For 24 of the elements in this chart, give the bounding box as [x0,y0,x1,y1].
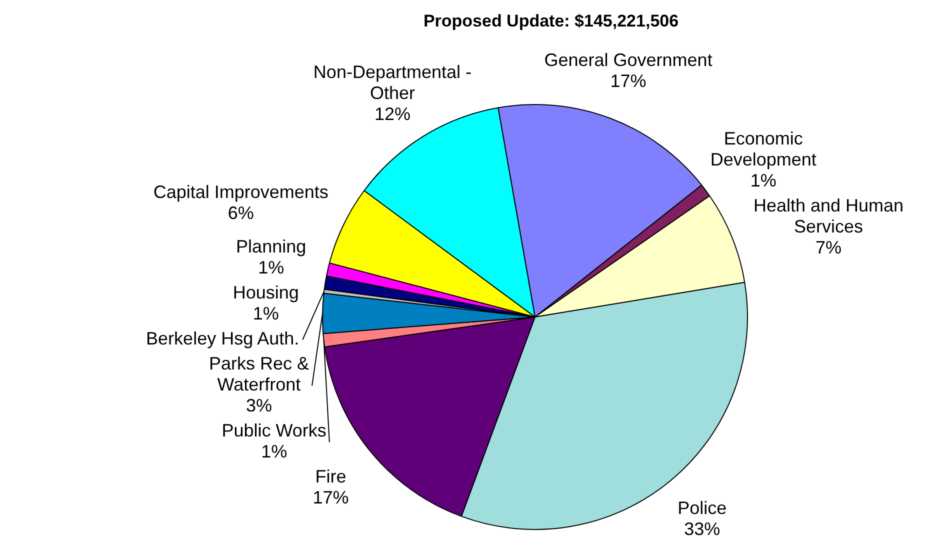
data-label: 33% [684,518,720,539]
slice-label: Health and Human Services [753,196,904,237]
chart-title: Proposed Update: $145,221,506 [423,12,679,31]
data-label: 1% [252,304,279,324]
slice-label: Housing [232,282,299,303]
data-label: 1% [261,442,288,462]
data-label: 1% [258,258,284,278]
slice-label: Capital Improvements [153,182,328,202]
slice-label: Fire [315,466,346,487]
data-label: 12% [374,104,410,124]
data-label: 6% [228,202,254,223]
slice-label: Police [678,498,727,518]
slice-label: Public Works [222,420,326,441]
slice-label: Parks Rec & Waterfront [208,354,309,395]
slice-label: Berkeley Hsg Auth. [146,328,300,349]
slice-label: Economic Development [710,128,816,170]
data-label: 1% [750,170,776,191]
slice-label: Non-Departmental - Other [313,62,472,103]
data-label: 3% [246,396,272,416]
data-label: 7% [816,238,842,258]
data-label: 17% [610,71,646,92]
slice-label: Planning [236,236,306,257]
data-label: 17% [312,488,349,508]
slice-label: General Government [544,50,712,70]
